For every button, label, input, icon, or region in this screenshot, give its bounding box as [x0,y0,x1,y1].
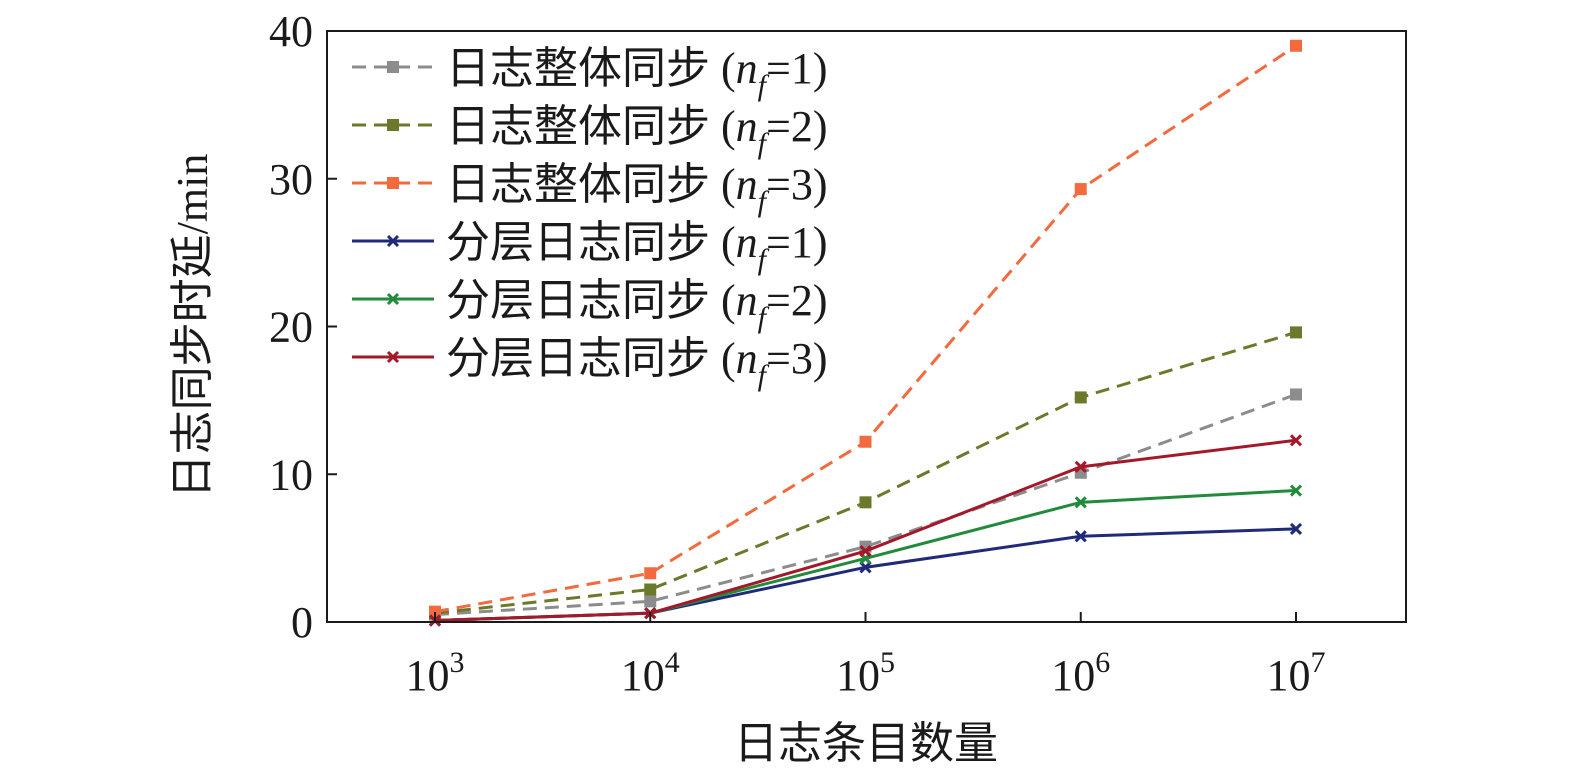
series-layer [428,39,1303,627]
legend-item: 分层日志同步 (nf=2) [352,276,827,334]
series-line [434,489,1297,623]
data-point [1074,183,1087,196]
legend-item: 日志整体同步 (nf=1) [352,44,827,102]
legend-label: 日志整体同步 (nf=3) [446,160,827,218]
legend-label: 分层日志同步 (nf=1) [446,218,827,276]
x-tick-label: 106 [1051,646,1110,700]
legend-label: 日志整体同步 (nf=2) [446,102,827,160]
x-tick-label: 107 [1267,646,1326,700]
axes-layer: 0 10 20 30 40 103 104 105 106 107 [269,7,1326,700]
data-point [644,567,657,580]
x-tick-label: 105 [836,646,895,700]
y-tick-label: 20 [269,303,313,352]
legend-label: 分层日志同步 (nf=2) [446,276,827,334]
series-6 [428,434,1303,627]
data-point [859,545,872,558]
y-tick-label: 30 [269,155,313,204]
y-tick-label: 0 [291,598,313,647]
legend-label: 日志整体同步 (nf=1) [446,44,827,102]
legend-marker [387,119,399,131]
x-tick-label: 103 [406,646,465,700]
data-point [1289,484,1303,497]
data-point [859,435,872,448]
data-point [1074,530,1087,543]
legend-marker [386,234,400,248]
data-point [429,605,441,618]
legend-item: 日志整体同步 (nf=3) [352,160,827,218]
data-point [859,496,872,509]
legend-item: 分层日志同步 (nf=3) [352,334,827,392]
legend-marker [387,61,399,73]
data-point [1290,326,1302,339]
legend-marker [387,177,399,189]
data-point [1290,39,1302,52]
x-axis-label: 日志条目数量 [734,719,998,768]
data-point [1074,460,1087,473]
data-point [1289,522,1303,535]
series-line [434,393,1297,617]
data-point [859,561,872,574]
data-point [644,583,657,596]
series-4 [428,522,1303,627]
data-point [1074,391,1087,404]
data-point [644,595,657,608]
legend-marker [386,292,400,306]
series-line [434,438,1297,623]
x-tick-label: 104 [621,646,680,700]
legend-label: 分层日志同步 (nf=3) [446,334,827,392]
data-point [1289,434,1303,447]
y-axis-label: 日志同步时延/min [168,154,217,499]
y-tick-label: 10 [269,450,313,499]
legend-item: 分层日志同步 (nf=1) [352,218,827,276]
series-3 [429,39,1302,618]
legend-item: 日志整体同步 (nf=2) [352,102,827,160]
data-point [1074,496,1087,509]
data-point [1290,388,1302,401]
legend: 日志整体同步 (nf=1)日志整体同步 (nf=2)日志整体同步 (nf=3)分… [352,44,827,392]
y-tick-label: 40 [269,7,313,56]
legend-marker [386,350,400,364]
